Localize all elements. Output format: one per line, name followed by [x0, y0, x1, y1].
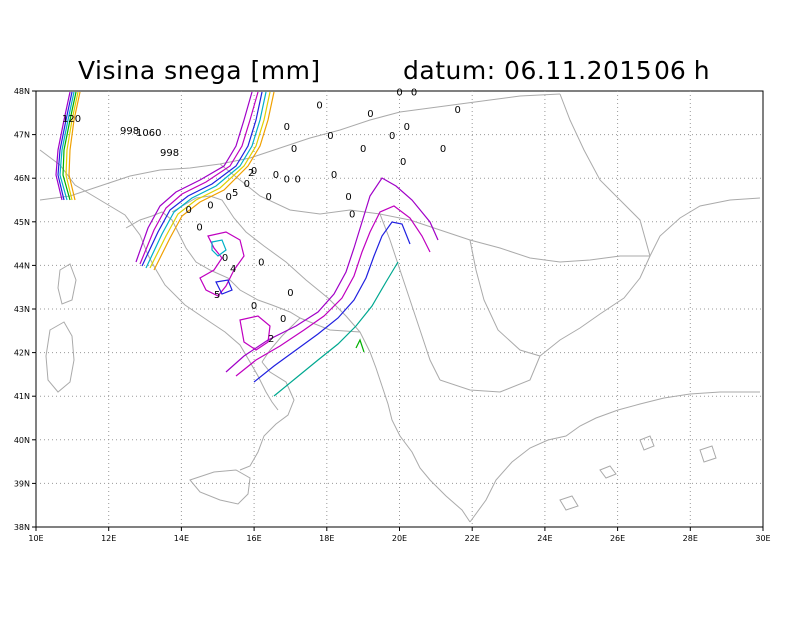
- zero-marker: 0: [367, 109, 373, 120]
- zero-marker: 0: [396, 87, 402, 98]
- contour-band-west-2: [57, 91, 73, 201]
- x-tick-label: 18E: [319, 534, 334, 543]
- contour-island-3: [215, 279, 233, 295]
- contour-label: 998: [120, 126, 139, 137]
- zero-marker: 0: [284, 122, 290, 133]
- contour-label: 1060: [136, 128, 161, 139]
- date-label: datum: 06.11.2015: [403, 56, 653, 85]
- x-tick-label: 28E: [683, 534, 698, 543]
- zero-marker: 0: [331, 170, 337, 181]
- zero-marker: 0: [295, 175, 301, 186]
- snow-contours: [55, 91, 439, 397]
- zero-marker: 0: [258, 257, 264, 268]
- zero-marker: 0: [225, 192, 231, 203]
- zero-marker: 0: [265, 192, 271, 203]
- y-tick-label: 46N: [14, 174, 30, 183]
- contour-band-east-5: [149, 91, 271, 269]
- contour-island-4: [239, 315, 271, 351]
- zero-marker: 0: [400, 157, 406, 168]
- zero-marker: 0: [251, 301, 257, 312]
- zero-marker: 0: [389, 131, 395, 142]
- contour-labels: 120 998 1060 998 5 2 5 4 2: [62, 114, 274, 345]
- contour-label: 2: [268, 334, 274, 345]
- y-tick-label: 39N: [14, 479, 30, 488]
- y-tick-label: 40N: [14, 436, 30, 445]
- x-tick-label: 12E: [101, 534, 116, 543]
- y-tick-label: 42N: [14, 349, 30, 358]
- contour-south-5: [355, 338, 365, 353]
- contour-band-west-3: [59, 91, 75, 201]
- y-tick-label: 47N: [14, 131, 30, 140]
- zero-marker: 0: [196, 223, 202, 234]
- zero-marker: 0: [404, 122, 410, 133]
- contour-island-2: [211, 239, 227, 257]
- contour-south-2: [235, 205, 431, 377]
- x-tick-label: 22E: [465, 534, 480, 543]
- contour-label: 998: [160, 148, 179, 159]
- zero-marker: 0: [244, 179, 250, 190]
- zero-marker: 0: [280, 314, 286, 325]
- x-tick-label: 24E: [537, 534, 552, 543]
- zero-marker: 0: [411, 87, 417, 98]
- contour-label: 2: [248, 168, 254, 179]
- zero-marker: 0: [440, 144, 446, 155]
- contour-band-east-2: [139, 91, 259, 265]
- contour-label: 4: [230, 264, 236, 275]
- graticule: [36, 91, 763, 527]
- x-tick-label: 30E: [755, 534, 770, 543]
- x-tick-label: 10E: [28, 534, 43, 543]
- contour-label: 120: [62, 114, 81, 125]
- zero-marker: 0: [185, 205, 191, 216]
- zero-marker: 0: [287, 288, 293, 299]
- x-tick-label: 20E: [392, 534, 407, 543]
- y-tick-label: 43N: [14, 305, 30, 314]
- hour-label: 06 h: [654, 56, 710, 85]
- coastlines: [39, 93, 761, 523]
- contour-band-west-1: [55, 91, 71, 201]
- zero-marker: 0: [454, 105, 460, 116]
- contour-band-east-3: [141, 91, 263, 267]
- zero-marker: 0: [316, 100, 322, 111]
- y-tick-label: 41N: [14, 392, 30, 401]
- axis-ticks: 10E 12E 14E 16E 18E 20E 22E 24E 26E 28E 30E 38N 39N 4…: [14, 87, 771, 543]
- contour-band-east-4: [145, 91, 267, 269]
- contour-band-west-4: [62, 91, 77, 201]
- zero-marker: 0: [207, 201, 213, 212]
- contour-south-1: [225, 177, 439, 373]
- contour-band-west-6: [68, 91, 81, 201]
- zero-marker: 0: [349, 209, 355, 220]
- x-tick-label: 26E: [610, 534, 625, 543]
- map-title: Visina snega [mm]: [78, 56, 321, 85]
- zero-marker: 0: [291, 144, 297, 155]
- contour-south-3: [253, 221, 411, 383]
- zero-marker: 0: [251, 166, 257, 177]
- y-tick-label: 48N: [14, 87, 30, 96]
- contour-label: 5: [214, 290, 220, 301]
- contour-island-1: [199, 231, 245, 297]
- zero-marker: 0: [345, 192, 351, 203]
- y-tick-label: 38N: [14, 523, 30, 532]
- contour-south-4: [273, 261, 399, 397]
- x-tick-label: 16E: [246, 534, 261, 543]
- zero-marker: 0: [222, 253, 228, 264]
- contour-band-west-5: [65, 91, 79, 201]
- y-tick-label: 45N: [14, 218, 30, 227]
- x-tick-label: 14E: [174, 534, 189, 543]
- zero-marker: 0: [360, 144, 366, 155]
- zero-marker: 0: [284, 175, 290, 186]
- zero-marker: 0: [327, 131, 333, 142]
- y-tick-label: 44N: [14, 261, 30, 270]
- contour-band-east-1: [135, 91, 253, 263]
- contour-band-east-6: [153, 91, 275, 271]
- zero-marker: 0: [273, 170, 279, 181]
- contour-label: 5: [232, 188, 238, 199]
